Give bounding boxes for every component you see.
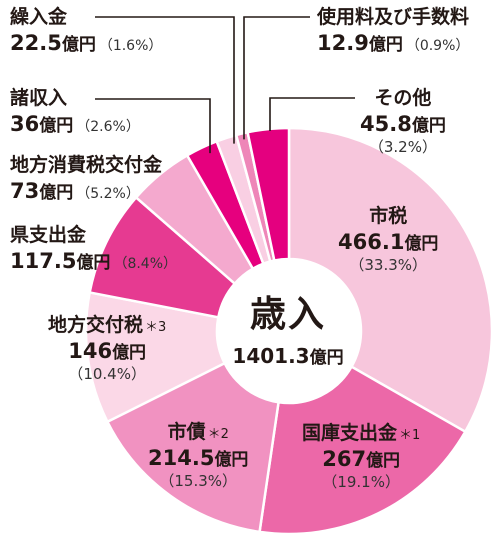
label-value: 466.1億円 （33.3%） <box>338 232 438 273</box>
label-value-unit: 億円 <box>39 183 74 203</box>
label-percent: （8.4%） <box>113 256 178 272</box>
label-note: ＊1 <box>399 428 421 443</box>
label-value-unit: 億円 <box>411 116 446 136</box>
label-percent: （33.3%） <box>349 256 428 274</box>
label-percent: （10.4%） <box>68 365 146 383</box>
pie-slice-9 <box>246 126 291 262</box>
label-kokkoshishutsukin: 国庫支出金 ＊1 267億円 （19.1%） <box>302 424 420 490</box>
chart-center-total-value: 1401.3 <box>232 344 310 368</box>
label-value-unit: 億円 <box>214 450 249 470</box>
chart-center-title: 歳入 <box>249 294 326 335</box>
label-value-number: 267 <box>322 447 367 471</box>
label-shoshunyu: 諸収入 36億円 （2.6%） <box>10 89 140 135</box>
label-percent: （2.6%） <box>76 119 140 135</box>
label-name: 地方交付税 ＊3 <box>48 314 167 336</box>
label-name: その他 <box>374 87 432 109</box>
label-note: ＊3 <box>145 320 167 335</box>
chart-center-total-unit: 億円 <box>309 348 344 368</box>
label-value-number: 466.1 <box>338 230 405 254</box>
label-value-number: 73 <box>10 179 40 203</box>
pie-slice-1 <box>258 365 467 536</box>
label-name: 市債 ＊2 <box>167 421 229 443</box>
label-percent: （15.3%） <box>159 472 238 490</box>
leader-shiyoryo <box>243 16 310 140</box>
label-value: 12.9億円 （0.9%） <box>317 33 469 54</box>
label-name: 市税 <box>369 205 408 227</box>
label-shizei: 市税 466.1億円 （33.3%） <box>338 207 438 273</box>
label-value: 117.5億円 （8.4%） <box>10 251 177 272</box>
label-value-number: 45.8 <box>360 112 412 136</box>
label-name: 繰入金 <box>10 6 68 28</box>
label-kuriire: 繰入金 22.5億円 （1.6%） <box>10 8 162 54</box>
label-chihoshohizei: 地方消費税交付金 73億円 （5.2%） <box>10 156 162 202</box>
leader-sonota <box>269 97 355 132</box>
label-name: 諸収入 <box>10 87 68 109</box>
label-value: 36億円 （2.6%） <box>10 114 140 135</box>
chart-center-total: 1401.3億円 <box>198 343 378 368</box>
label-value-number: 22.5 <box>10 31 62 55</box>
label-value-number: 36 <box>10 112 40 136</box>
label-value-unit: 億円 <box>366 451 401 471</box>
label-value-number: 117.5 <box>10 249 77 273</box>
label-percent: （3.2%） <box>368 138 437 156</box>
label-value: 22.5億円 （1.6%） <box>10 33 162 54</box>
label-shisai: 市債 ＊2 214.5億円 （15.3%） <box>148 423 248 489</box>
label-chihokofuzei: 地方交付税 ＊3 146億円 （10.4%） <box>48 316 166 382</box>
label-percent: （1.6%） <box>98 38 163 54</box>
leader-shoshunyu <box>95 98 211 154</box>
label-note: ＊2 <box>207 427 229 442</box>
label-percent: （0.9%） <box>405 38 470 54</box>
label-name: 使用料及び手数料 <box>317 6 470 28</box>
pie-slice-3 <box>84 290 227 424</box>
label-name: 地方消費税交付金 <box>10 154 163 176</box>
chart-center-label: 歳入 1401.3億円 <box>198 285 378 368</box>
label-value: 267億円 （19.1%） <box>302 449 420 490</box>
label-name: 県支出金 <box>10 224 87 246</box>
label-value-number: 146 <box>68 339 113 363</box>
label-percent: （5.2%） <box>76 186 140 202</box>
label-value-unit: 億円 <box>404 234 439 254</box>
label-value-unit: 億円 <box>61 35 96 55</box>
label-kenshishutsukin: 県支出金 117.5億円 （8.4%） <box>10 226 177 272</box>
pie-slice-0 <box>287 126 494 434</box>
pie-slice-2 <box>105 361 280 534</box>
label-shiyoryo: 使用料及び手数料 12.9億円 （0.9%） <box>317 8 469 54</box>
leader-kuriire <box>95 16 235 144</box>
label-value-unit: 億円 <box>368 35 403 55</box>
label-value: 146億円 （10.4%） <box>48 341 166 382</box>
label-percent: （19.1%） <box>322 473 400 491</box>
label-value-unit: 億円 <box>39 116 74 136</box>
label-value-unit: 億円 <box>76 253 111 273</box>
label-name: 国庫支出金 ＊1 <box>302 422 421 444</box>
label-sonota: その他 45.8億円 （3.2%） <box>360 89 446 155</box>
label-value-unit: 億円 <box>112 343 147 363</box>
label-value-number: 214.5 <box>148 446 215 470</box>
label-value: 214.5億円 （15.3%） <box>148 448 248 489</box>
label-value: 73億円 （5.2%） <box>10 181 162 202</box>
label-value: 45.8億円 （3.2%） <box>360 114 446 155</box>
label-value-number: 12.9 <box>317 31 369 55</box>
